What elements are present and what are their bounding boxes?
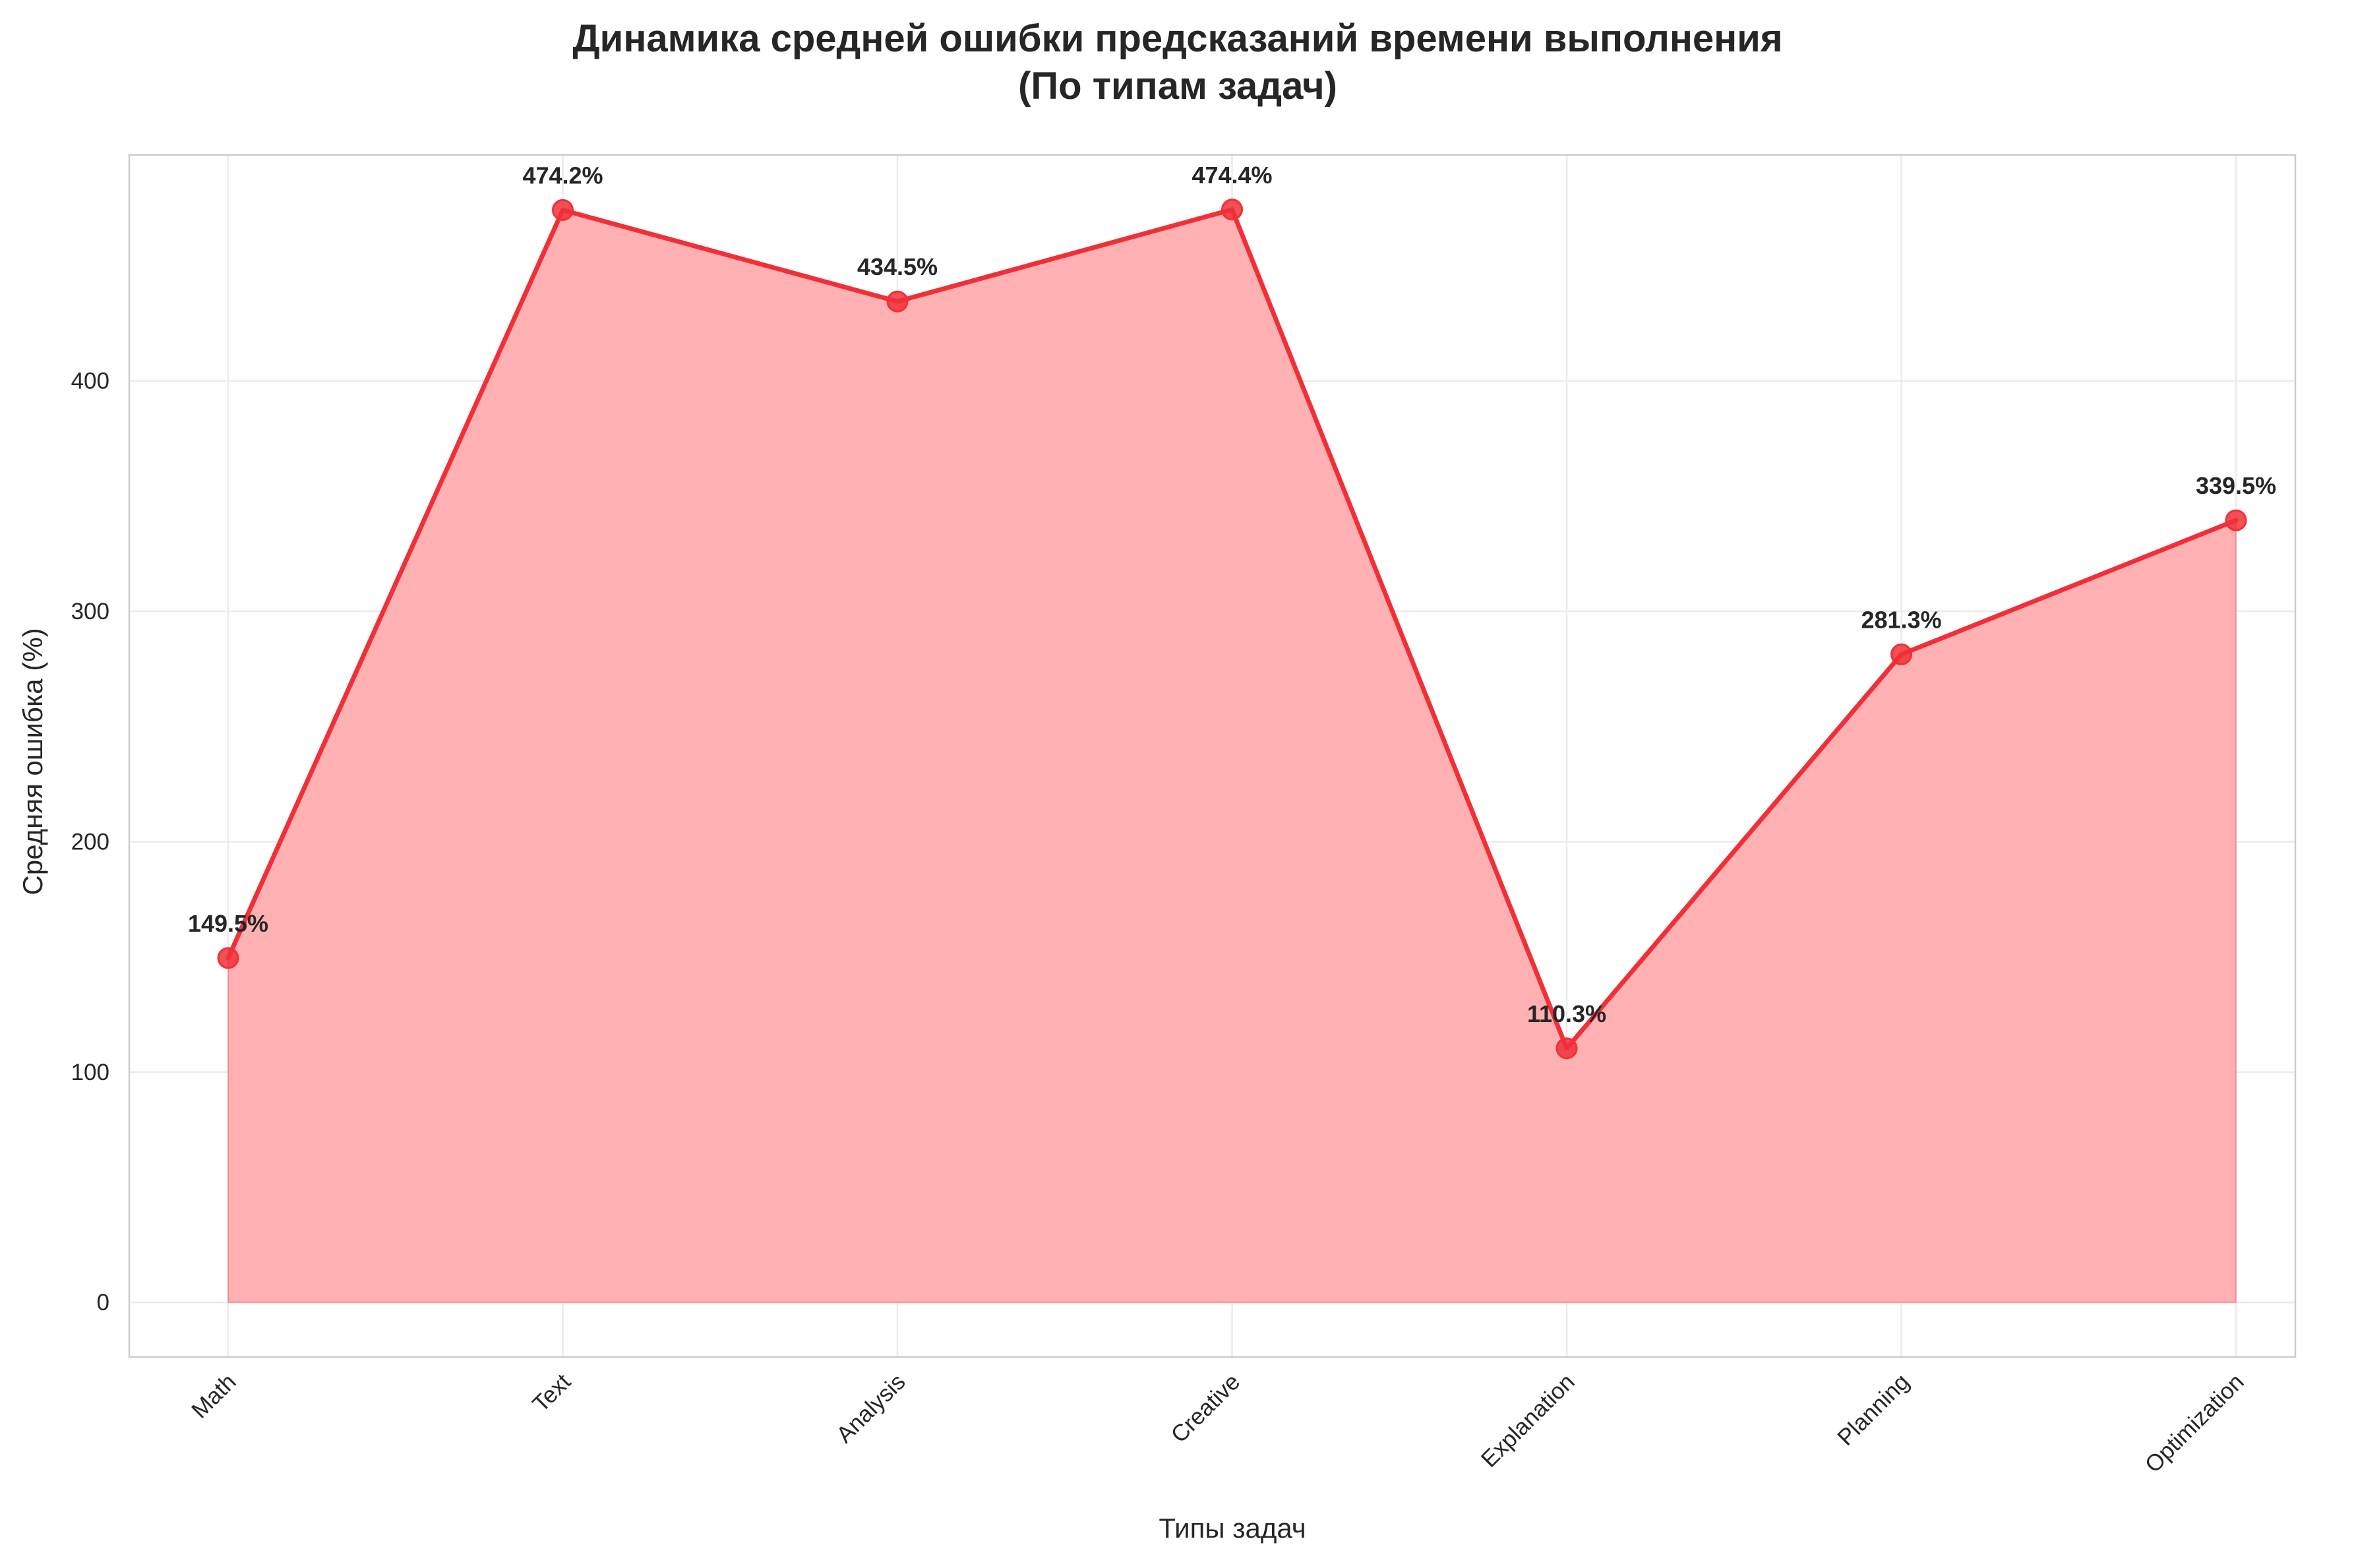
data-point-math <box>217 947 239 969</box>
x-tick-label-text: Text <box>528 1369 576 1417</box>
y-tick-label: 100 <box>71 1060 109 1085</box>
x-tick-label-analysis: Analysis <box>831 1369 911 1448</box>
data-point-explanation <box>1556 1037 1578 1060</box>
plot-frame <box>128 154 2297 1358</box>
chart-title-line-2: (По типам задач) <box>1018 65 1337 107</box>
data-point-creative <box>1221 198 1243 221</box>
x-tick-label-creative: Creative <box>1166 1369 1245 1448</box>
area-fill-path <box>227 208 2237 1304</box>
data-label-analysis: 434.5% <box>857 253 938 280</box>
data-point-analysis <box>886 290 909 313</box>
y-tick-label: 300 <box>71 599 109 624</box>
data-label-creative: 474.4% <box>1192 162 1272 189</box>
data-label-math: 149.5% <box>188 910 268 937</box>
x-axis-ticks: Math Text Analysis Creative Explanation Plann… <box>187 1369 2249 1478</box>
y-axis-ticks: 0 100 200 300 400 <box>71 369 109 1315</box>
data-label-planning: 281.3% <box>1861 606 1941 633</box>
data-label-optimization: 339.5% <box>2196 472 2276 499</box>
data-point-planning <box>1890 643 1912 665</box>
area-fill <box>227 208 2237 1304</box>
x-tick-label-explanation: Explanation <box>1476 1369 1580 1472</box>
x-tick-label-math: Math <box>187 1369 241 1424</box>
data-point-optimization <box>2225 509 2247 531</box>
chart-title-line-1: Динамика средней ошибки предсказаний вре… <box>572 17 1782 60</box>
x-tick-label-planning: Planning <box>1832 1369 1914 1451</box>
y-tick-label: 0 <box>97 1290 109 1315</box>
y-tick-label: 200 <box>71 829 109 855</box>
chart-title: Динамика средней ошибки предсказаний вре… <box>572 17 1782 107</box>
y-axis-label: Средняя ошибка (%) <box>17 628 48 895</box>
y-tick-label: 400 <box>71 369 109 394</box>
x-tick-label-optimization: Optimization <box>2140 1369 2249 1478</box>
x-axis-label: Типы задач <box>1159 1513 1306 1544</box>
data-point-text <box>552 198 574 221</box>
data-label-explanation: 110.3% <box>1527 1000 1606 1027</box>
data-points <box>217 198 2247 1060</box>
data-label-text: 474.2% <box>522 162 603 189</box>
data-labels: 149.5% 474.2% 434.5% 474.4% 110.3% 281.3% 339.… <box>188 162 2276 1027</box>
